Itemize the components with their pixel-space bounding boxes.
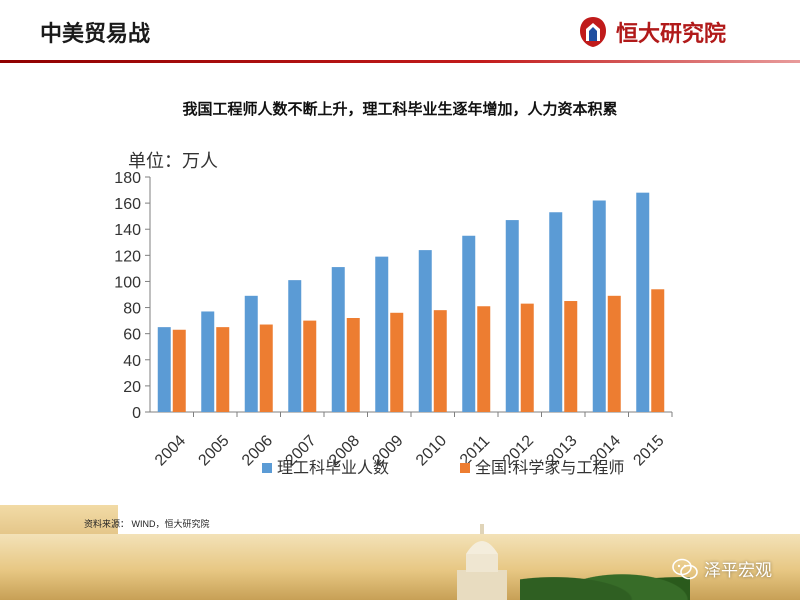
- bar-engineers-2012: [520, 303, 534, 412]
- y-tick-label: 120: [114, 248, 141, 265]
- chart-title: 我国工程师人数不断上升，理工科毕业生逐年增加，人力资本积累: [182, 100, 618, 118]
- bar-engineers-2006: [259, 324, 273, 412]
- capitol-dome-image: [457, 524, 507, 600]
- y-tick-label: 0: [132, 405, 141, 422]
- bar-engineers-2008: [346, 318, 360, 412]
- bar-graduates-2010: [418, 250, 432, 412]
- legend-swatch: [262, 463, 272, 473]
- bar-graduates-2011: [462, 235, 476, 412]
- wechat-icon: [672, 558, 698, 579]
- bar-engineers-2005: [216, 327, 230, 412]
- legend-label: 理工科毕业人数: [277, 458, 389, 477]
- legend-swatch: [460, 463, 470, 473]
- header-divider: [0, 60, 800, 63]
- bar-engineers-2004: [172, 329, 186, 412]
- x-tick-label: 2004: [152, 432, 189, 469]
- watermark: 泽平宏观: [672, 556, 772, 581]
- watermark-text: 泽平宏观: [704, 561, 772, 581]
- y-tick-label: 20: [123, 379, 141, 396]
- bar-graduates-2005: [201, 311, 215, 412]
- source-note: 资料来源： WIND，恒大研究院: [84, 519, 210, 529]
- bar-engineers-2010: [433, 310, 447, 412]
- y-tick-label: 100: [114, 274, 141, 291]
- y-tick-label: 60: [123, 327, 141, 344]
- bar-graduates-2004: [157, 327, 171, 412]
- footer-trees-image: [520, 560, 690, 600]
- x-tick-label: 2010: [413, 432, 450, 469]
- x-tick-label: 2005: [195, 432, 232, 469]
- header-title: 中美贸易战: [40, 22, 151, 47]
- bar-engineers-2015: [651, 289, 665, 412]
- bar-graduates-2008: [331, 267, 345, 412]
- brand-emblem-icon: [579, 17, 606, 47]
- y-tick-label: 160: [114, 196, 141, 213]
- legend-label: 全国:科学家与工程师: [475, 458, 624, 477]
- bar-graduates-2009: [375, 256, 389, 412]
- bar-graduates-2007: [288, 280, 302, 412]
- y-tick-label: 140: [114, 222, 141, 239]
- bar-engineers-2014: [607, 295, 621, 412]
- y-tick-label: 180: [114, 170, 141, 187]
- y-tick-label: 40: [123, 353, 141, 370]
- bar-graduates-2006: [244, 295, 258, 412]
- brand-name: 恒大研究院: [615, 22, 726, 47]
- bar-graduates-2015: [636, 192, 650, 412]
- bar-engineers-2009: [390, 312, 404, 412]
- bar-engineers-2011: [477, 306, 491, 412]
- bar-graduates-2012: [505, 220, 519, 412]
- bar-graduates-2013: [549, 212, 563, 412]
- bar-engineers-2007: [303, 320, 317, 412]
- y-tick-label: 80: [123, 301, 141, 318]
- bar-graduates-2014: [592, 200, 606, 412]
- x-tick-label: 2015: [630, 432, 667, 469]
- bar-engineers-2013: [564, 301, 578, 412]
- unit-label: 单位：万人: [128, 151, 218, 172]
- brand-logo: 恒大研究院: [578, 14, 726, 50]
